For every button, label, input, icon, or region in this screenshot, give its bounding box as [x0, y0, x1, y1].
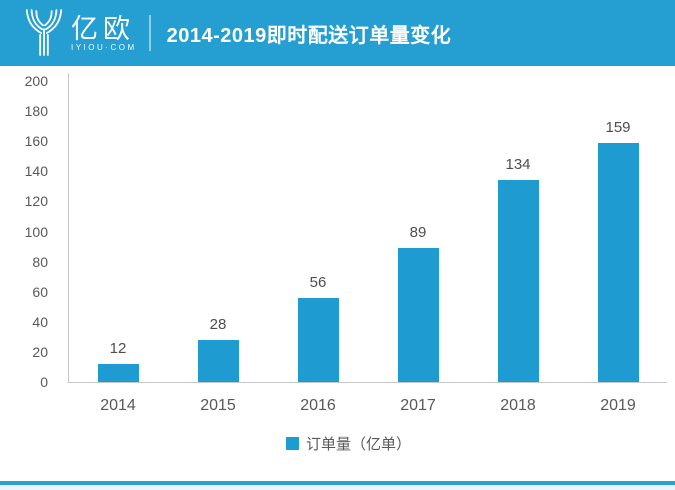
x-axis-label-2017: 2017	[400, 397, 436, 414]
y-axis-tick-160: 160	[24, 133, 48, 150]
y-axis-tick-200: 200	[24, 73, 48, 89]
x-axis-label-2018: 2018	[500, 397, 536, 414]
logo-text: 亿欧 IYIOU·COM	[71, 15, 137, 52]
yiou-logo-icon	[25, 9, 63, 56]
bar-value-2019: 159	[605, 119, 631, 136]
y-axis-tick-80: 80	[32, 253, 48, 270]
bar-2016	[298, 298, 339, 382]
header-divider	[148, 15, 151, 51]
bar-2014	[98, 364, 139, 382]
bar-value-2017: 89	[409, 224, 427, 241]
bar-2018	[498, 180, 539, 382]
logo: 亿欧 IYIOU·COM	[22, 8, 137, 58]
bar-2019	[598, 143, 639, 382]
x-axis-label-2014: 2014	[100, 397, 136, 414]
y-axis-tick-60: 60	[32, 283, 48, 300]
x-axis-label-2016: 2016	[300, 397, 336, 414]
y-axis-tick-20: 20	[32, 343, 48, 360]
footer-accent-line	[0, 481, 675, 485]
bar-value-2015: 28	[209, 316, 227, 333]
y-axis-tick-140: 140	[24, 163, 48, 180]
y-axis-tick-180: 180	[24, 103, 48, 120]
footer-tint-strip	[0, 485, 675, 490]
logo-name-cn: 亿欧	[71, 13, 135, 44]
x-axis-label-2015: 2015	[200, 397, 236, 414]
bar-value-2018: 134	[505, 156, 531, 173]
bar-value-2014: 12	[109, 340, 127, 357]
logo-name-en: IYIOU·COM	[71, 42, 137, 52]
x-axis-label-2019: 2019	[600, 397, 636, 414]
y-axis-tick-120: 120	[24, 193, 48, 210]
header-bar: 亿欧 IYIOU·COM 2014-2019即时配送订单量变化	[0, 0, 675, 66]
page-title: 2014-2019即时配送订单量变化	[166, 24, 452, 47]
y-axis-line	[68, 73, 69, 382]
chart-legend: 订单量（亿单）	[11, 433, 675, 454]
bar-2015	[198, 340, 239, 382]
legend-label: 订单量（亿单）	[305, 436, 411, 453]
y-axis-tick-100: 100	[24, 223, 48, 240]
bar-2017	[398, 248, 439, 382]
bar-value-2016: 56	[309, 274, 327, 291]
x-axis-line	[68, 382, 667, 383]
y-axis-tick-0: 0	[40, 374, 48, 390]
legend-color-swatch	[285, 437, 299, 450]
y-axis-tick-40: 40	[32, 313, 48, 330]
